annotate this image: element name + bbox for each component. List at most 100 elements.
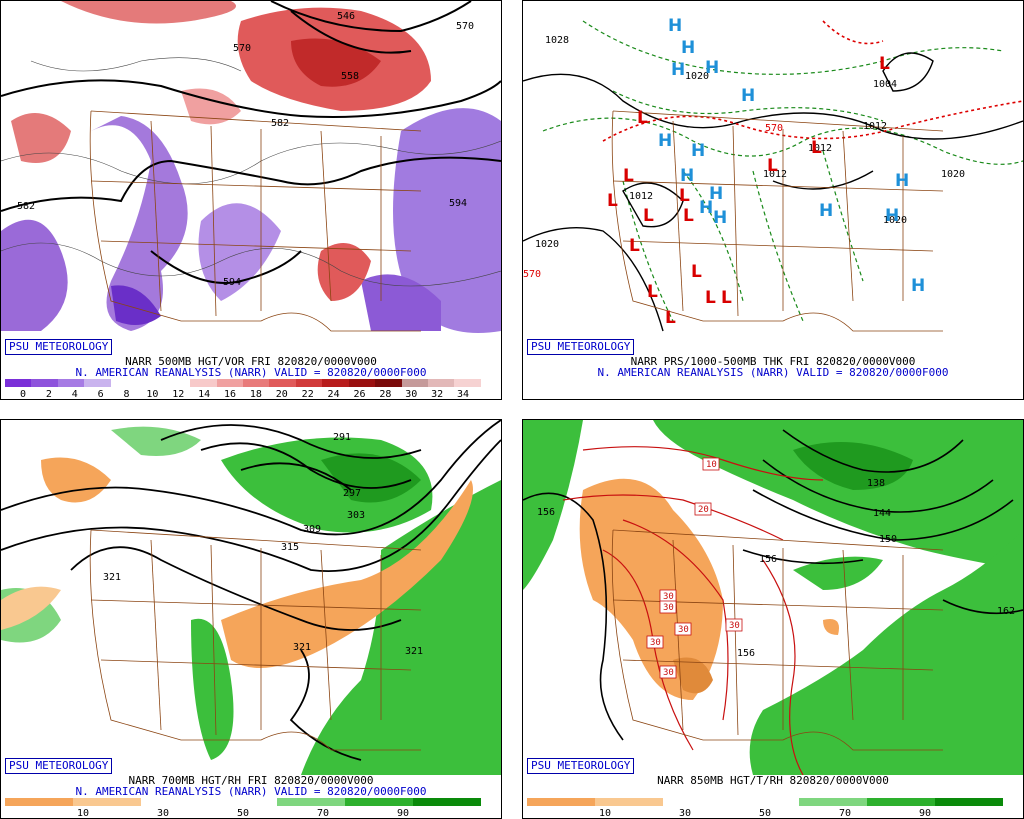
legend-swatch [190, 379, 217, 387]
legend-swatch [5, 379, 32, 387]
map-valid-caption: N. AMERICAN REANALYSIS (NARR) VALID = 82… [597, 366, 949, 379]
map-700mb-rh: 291 297 303 309 315 321 321 321 [1, 420, 501, 775]
rh-moist-region [749, 530, 1023, 775]
color-legend-bar [5, 379, 481, 387]
map-caption: NARR 500MB HGT/VOR FRI 820820/0000V000 [125, 355, 377, 368]
high-pressure-symbol: H [885, 206, 899, 226]
legend-tick-label: 16 [224, 389, 237, 400]
map-700mb-svg: 291 297 303 309 315 321 321 321 [1, 420, 501, 775]
rh-moist-region [523, 420, 583, 590]
legend-tick-label: 50 [236, 808, 250, 819]
high-pressure-symbol: H [671, 60, 685, 80]
svg-text:30: 30 [663, 668, 674, 678]
thickness-contours [542, 20, 1023, 322]
legend-swatch [141, 798, 209, 806]
color-legend-bar [527, 798, 1003, 806]
temperature-box: 10 [702, 457, 720, 471]
legend-swatch [57, 379, 85, 387]
high-pressure-symbol: H [819, 201, 833, 221]
contour-label: 156 [737, 648, 755, 659]
rh-dry-core [673, 657, 713, 694]
legend-ticks: 0 2 4 6 8 10 12 14 16 18 20 22 24 26 28 30 32 34 [1, 389, 501, 400]
contour-label: 594 [449, 198, 467, 209]
contour-label: 570 [233, 43, 251, 54]
borders [89, 110, 422, 332]
legend-swatch [663, 798, 731, 806]
temperature-box: 20 [694, 502, 712, 516]
low-pressure-symbol: L [623, 166, 634, 186]
legend-tick-label: 0 [19, 389, 27, 400]
high-pressure-symbol: H [709, 184, 723, 204]
pressure-label: 1020 [941, 169, 965, 180]
low-pressure-symbol: L [767, 156, 778, 176]
contour-label: 558 [341, 71, 359, 82]
pressure-labels: 1028 1020 1004 1012 1012 1020 1020 1012 … [523, 35, 965, 280]
legend-tick-label: 20 [275, 389, 288, 400]
legend-swatch [295, 379, 323, 387]
rh-dry-region [41, 457, 111, 503]
svg-text:30: 30 [663, 603, 674, 613]
legend-tick-label: 90 [918, 808, 932, 819]
svg-text:30: 30 [678, 625, 689, 635]
legend-tick-label: 30 [678, 808, 692, 819]
legend-tick-label: 10 [76, 808, 90, 819]
high-pressure-symbols: H H H H H H H H H H H H H H H [658, 16, 925, 296]
legend-swatch [345, 798, 413, 806]
color-legend-bar [5, 798, 481, 806]
legend-tick-label: 26 [353, 389, 366, 400]
legend-swatch [137, 379, 164, 387]
map-caption: NARR 850MB HGT/T/RH 820820/0000V000 [657, 774, 889, 787]
high-pressure-symbol: H [658, 131, 672, 151]
map-850mb-svg: 156 156 156 138 144 150 162 10 20 30 30 … [523, 420, 1023, 775]
legend-tick-label: 30 [405, 389, 418, 400]
legend-tick-label: 14 [198, 389, 211, 400]
temperature-box: 30 [646, 635, 664, 649]
high-pressure-symbol: H [705, 58, 719, 78]
contour-label: 150 [879, 534, 897, 545]
legend-swatch [277, 798, 345, 806]
vort-pos-core [291, 38, 381, 87]
rh-moist-core [793, 442, 913, 490]
low-pressure-symbol: L [683, 206, 694, 226]
vort-pos-region [61, 1, 236, 24]
contour-label: 297 [343, 488, 361, 499]
borders [611, 110, 944, 332]
temperature-box: 30 [674, 622, 692, 636]
rh-dry-region [221, 480, 473, 668]
legend-tick-label: 18 [249, 389, 262, 400]
contour-label: 156 [537, 507, 555, 518]
pressure-label: 1012 [629, 191, 653, 202]
legend-tick-label: 28 [379, 389, 392, 400]
legend-swatch [375, 379, 402, 387]
svg-text:30: 30 [729, 621, 740, 631]
contour-label: 138 [867, 478, 885, 489]
rh-moist-region [653, 420, 1023, 570]
legend-swatch [595, 798, 663, 806]
vort-neg-region [91, 116, 188, 331]
legend-ticks: 10 30 50 70 90 [523, 808, 1023, 819]
contour-labels: 570 570 558 582 582 594 594 546 [17, 11, 474, 288]
legend-swatch [5, 798, 73, 806]
low-pressure-symbol: L [607, 191, 618, 211]
high-pressure-symbol: H [911, 276, 925, 296]
contour-label: 321 [103, 572, 121, 583]
low-pressure-symbols: L L L L L L L L L L L L L L L [607, 54, 890, 328]
temperature-box-labels: 10 20 30 30 30 30 30 30 [646, 457, 743, 679]
low-pressure-symbol: L [637, 108, 648, 128]
legend-swatch [322, 379, 349, 387]
rh-moist-region [301, 480, 501, 775]
legend-swatch [242, 379, 270, 387]
temperature-box: 30 [659, 600, 677, 614]
map-caption: NARR 700MB HGT/RH FRI 820820/0000V000 [128, 774, 374, 787]
legend-tick-label: 8 [123, 389, 130, 400]
legend-swatch [867, 798, 935, 806]
low-pressure-symbol: L [705, 288, 716, 308]
vort-neg-region [198, 203, 281, 301]
contour-label: 309 [303, 524, 321, 535]
svg-text:30: 30 [663, 592, 674, 602]
contour-label: 321 [405, 646, 423, 657]
panel-pressure-thickness: 1028 1020 1004 1012 1012 1020 1020 1012 … [522, 0, 1024, 400]
temperature-box: 30 [659, 589, 677, 603]
contour-label: 582 [271, 118, 289, 129]
legend-swatch [428, 379, 455, 387]
